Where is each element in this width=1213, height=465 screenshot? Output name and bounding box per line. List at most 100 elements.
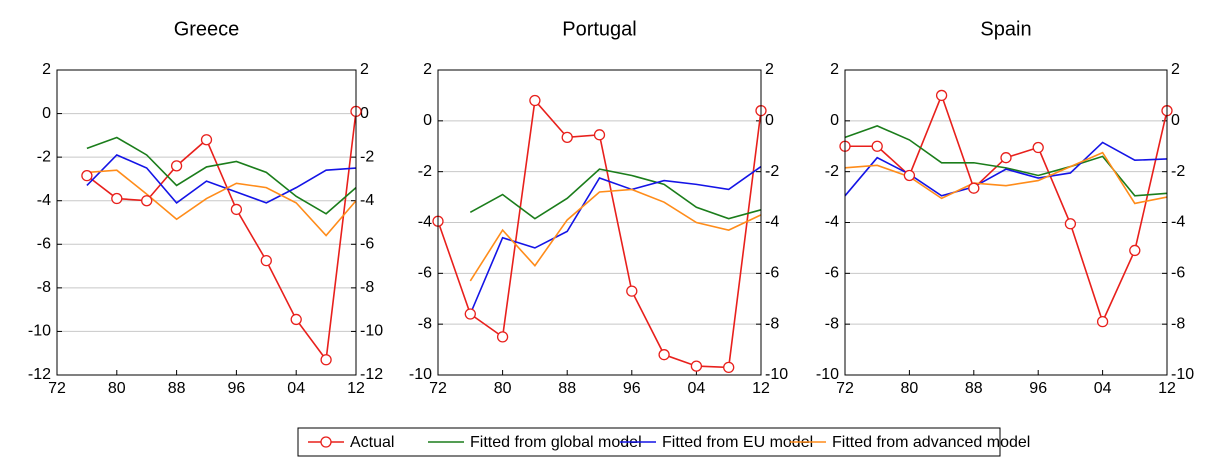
point-marker [935, 89, 948, 102]
y2-tick-label: -4 [765, 214, 779, 231]
point-marker [1129, 244, 1141, 257]
series-line [845, 93, 1168, 324]
series-line [844, 151, 1168, 205]
point-marker [529, 94, 541, 107]
point-marker [290, 313, 302, 326]
y2-tick-label: 2 [1171, 61, 1180, 78]
x-tick-label: 96 [623, 380, 641, 397]
y2-tick-label: -6 [1171, 265, 1185, 282]
x-tick-label: 96 [1029, 380, 1047, 397]
plot-frame [844, 69, 1168, 376]
point-marker [320, 354, 332, 366]
y2-tick-label: -4 [1171, 214, 1185, 231]
series-line [469, 188, 762, 282]
x-tick-label: 04 [287, 380, 305, 397]
y2-tick-label: -10 [1171, 366, 1194, 383]
y-tick-label: -2 [37, 148, 51, 165]
x-tick-label: 88 [558, 380, 576, 397]
x-tick-label: 12 [752, 380, 770, 397]
point-marker [690, 360, 703, 372]
x-tick-label: 80 [494, 380, 512, 397]
y-tick-label: 0 [423, 112, 432, 129]
y-tick-label: -4 [37, 192, 51, 209]
x-tick-label: 12 [347, 380, 365, 397]
point-marker [1064, 218, 1077, 230]
panel: Greece -12 -10 -8 -6 -4 -2 0 2 -12 -10 -8 -6 -4 -2 0 2 72… [28, 18, 383, 397]
point-marker [464, 308, 476, 320]
y-tick-label: -10 [28, 323, 51, 340]
x-tick-label: 72 [836, 380, 854, 397]
y2-tick-label: -4 [360, 192, 374, 209]
y-tick-label: 0 [42, 105, 51, 122]
series-line [844, 141, 1168, 197]
point-marker [626, 285, 638, 297]
y-tick-label: -8 [37, 279, 51, 296]
point-marker [81, 170, 93, 182]
panel-title: Portugal [562, 18, 637, 40]
legend: Actual Fitted from global model Fitted fro… [297, 427, 1030, 457]
x-tick-label: 88 [168, 380, 186, 397]
y2-tick-label: -8 [765, 315, 779, 332]
y2-tick-label: 0 [765, 112, 774, 129]
legend-frame [297, 427, 1001, 457]
y-tick-label: -10 [816, 366, 839, 383]
y2-tick-label: -6 [765, 265, 779, 282]
x-tick-label: 80 [901, 380, 919, 397]
point-marker [111, 192, 123, 205]
y2-tick-label: -8 [360, 279, 374, 296]
point-marker [496, 331, 509, 343]
panel-title: Spain [980, 18, 1031, 40]
legend-label: Fitted from EU model [662, 434, 813, 451]
y-tick-label: 2 [423, 61, 432, 78]
point-marker [1032, 141, 1044, 154]
y2-tick-label: 2 [360, 61, 369, 78]
point-marker [1000, 152, 1012, 164]
y2-tick-label: -10 [765, 366, 788, 383]
series-line [86, 111, 357, 362]
y-tick-label: -2 [825, 163, 839, 180]
y-tick-label: -6 [37, 236, 51, 253]
point-marker [260, 254, 272, 267]
x-tick-label: 72 [429, 380, 447, 397]
point-marker [968, 182, 980, 194]
y2-tick-label: 0 [360, 105, 369, 122]
y2-tick-label: 0 [1171, 112, 1180, 129]
y2-tick-label: -10 [360, 323, 383, 340]
panel-title: Greece [174, 18, 240, 40]
y-tick-label: -6 [418, 265, 432, 282]
x-tick-label: 88 [965, 380, 983, 397]
point-marker [658, 349, 670, 361]
legend-label: Actual [350, 434, 394, 451]
y-tick-label: -4 [825, 214, 839, 231]
x-tick-label: 72 [48, 380, 66, 397]
y2-tick-label: -2 [765, 163, 779, 180]
y-tick-label: -8 [418, 315, 432, 332]
legend-label: Fitted from advanced model [832, 434, 1030, 451]
point-marker [593, 129, 606, 141]
point-marker [141, 195, 153, 207]
point-marker [871, 140, 883, 152]
point-marker [723, 361, 735, 374]
panel: Portugal -10 -8 -6 -4 -2 0 2 -10 -8 -6 -4 -2 0 2 72 80 88… [409, 18, 788, 397]
x-tick-label: 96 [228, 380, 246, 397]
y-tick-label: -8 [825, 315, 839, 332]
plot-frame [437, 69, 762, 376]
y-tick-label: -2 [418, 163, 432, 180]
series-line [86, 136, 357, 215]
plot-frame [56, 69, 357, 376]
y2-tick-label: -8 [1171, 315, 1185, 332]
legend-marker [320, 436, 332, 448]
series-line [437, 98, 762, 369]
point-marker [200, 134, 213, 146]
y2-tick-label: 2 [765, 61, 774, 78]
point-marker [903, 169, 916, 182]
y2-tick-label: -6 [360, 236, 374, 253]
y-tick-label: -4 [418, 214, 432, 231]
series-line [86, 169, 357, 237]
x-tick-label: 04 [1094, 380, 1112, 397]
legend-label: Fitted from global model [470, 434, 642, 451]
x-tick-label: 12 [1158, 380, 1176, 397]
point-marker [230, 203, 243, 216]
y-tick-label: 2 [42, 61, 51, 78]
